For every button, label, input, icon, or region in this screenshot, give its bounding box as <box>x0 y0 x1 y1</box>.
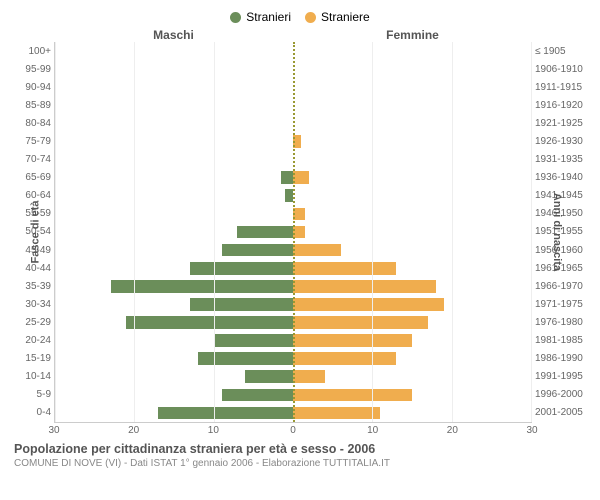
x-tick: 30 <box>526 425 537 436</box>
gridline <box>452 42 453 422</box>
age-label: 30-34 <box>10 295 54 313</box>
birth-label: 1996-2000 <box>532 386 590 404</box>
y-axis-left: Fasce di età 100+95-9990-9485-8980-8475-… <box>10 42 54 422</box>
bar-male <box>198 352 293 365</box>
x-tick: 10 <box>367 425 378 436</box>
bar-female <box>293 280 436 293</box>
x-tick: 30 <box>48 425 59 436</box>
birth-label: 2001-2005 <box>532 404 590 422</box>
birth-label: 1926-1930 <box>532 132 590 150</box>
bar-male <box>281 171 293 184</box>
birth-label: 1906-1910 <box>532 60 590 78</box>
y-axis-left-title: Fasce di età <box>29 201 41 264</box>
age-label: 0-4 <box>10 404 54 422</box>
x-axis: 3020100102030 <box>54 422 532 436</box>
bar-male <box>285 189 293 202</box>
gridline <box>372 42 373 422</box>
x-tick: 20 <box>447 425 458 436</box>
caption-title: Popolazione per cittadinanza straniera p… <box>14 442 590 456</box>
birth-label: 1991-1995 <box>532 368 590 386</box>
legend-label-female: Straniere <box>321 10 370 24</box>
age-label: 10-14 <box>10 368 54 386</box>
caption: Popolazione per cittadinanza straniera p… <box>14 442 590 469</box>
header-female: Femmine <box>293 28 532 42</box>
birth-label: 1936-1940 <box>532 169 590 187</box>
bar-female <box>293 298 444 311</box>
bar-female <box>293 370 325 383</box>
bar-female <box>293 316 428 329</box>
birth-label: 1911-1915 <box>532 78 590 96</box>
y-axis-right: Anni di nascita ≤ 19051906-19101911-1915… <box>532 42 590 422</box>
caption-subtitle: COMUNE DI NOVE (VI) - Dati ISTAT 1° genn… <box>14 458 590 469</box>
age-label: 20-24 <box>10 332 54 350</box>
bar-male <box>158 407 293 420</box>
bar-female <box>293 407 380 420</box>
age-label: 35-39 <box>10 277 54 295</box>
plot-area <box>54 42 532 422</box>
header-male: Maschi <box>54 28 293 42</box>
bar-male <box>111 280 293 293</box>
swatch-female <box>305 12 316 23</box>
age-label: 90-94 <box>10 78 54 96</box>
gridline <box>214 42 215 422</box>
bar-male <box>126 316 293 329</box>
x-tick: 20 <box>128 425 139 436</box>
birth-label: ≤ 1905 <box>532 42 590 60</box>
birth-label: 1976-1980 <box>532 313 590 331</box>
chart: Fasce di età 100+95-9990-9485-8980-8475-… <box>10 42 590 422</box>
legend: Stranieri Straniere <box>10 10 590 24</box>
age-label: 5-9 <box>10 386 54 404</box>
center-line <box>293 42 295 422</box>
legend-item-female: Straniere <box>305 10 370 24</box>
x-tick: 10 <box>208 425 219 436</box>
age-label: 15-19 <box>10 350 54 368</box>
age-label: 75-79 <box>10 132 54 150</box>
bar-female <box>293 352 396 365</box>
birth-label: 1981-1985 <box>532 332 590 350</box>
birth-label: 1986-1990 <box>532 350 590 368</box>
birth-label: 1931-1935 <box>532 151 590 169</box>
y-axis-right-title: Anni di nascita <box>551 193 563 271</box>
age-label: 100+ <box>10 42 54 60</box>
age-label: 85-89 <box>10 96 54 114</box>
bar-female <box>293 262 396 275</box>
birth-label: 1971-1975 <box>532 295 590 313</box>
gridline <box>55 42 56 422</box>
birth-label: 1966-1970 <box>532 277 590 295</box>
bar-female <box>293 244 341 257</box>
gridline <box>134 42 135 422</box>
swatch-male <box>230 12 241 23</box>
birth-label: 1921-1925 <box>532 114 590 132</box>
birth-label: 1916-1920 <box>532 96 590 114</box>
bar-male <box>237 226 293 239</box>
age-label: 80-84 <box>10 114 54 132</box>
column-headers: Maschi Femmine <box>10 28 590 42</box>
age-label: 25-29 <box>10 313 54 331</box>
bar-female <box>293 389 412 402</box>
bar-male <box>245 370 293 383</box>
legend-label-male: Stranieri <box>246 10 291 24</box>
age-label: 95-99 <box>10 60 54 78</box>
bar-male <box>190 262 293 275</box>
bar-male <box>214 334 293 347</box>
bar-male <box>222 244 293 257</box>
age-label: 70-74 <box>10 151 54 169</box>
legend-item-male: Stranieri <box>230 10 291 24</box>
bar-male <box>190 298 293 311</box>
age-label: 65-69 <box>10 169 54 187</box>
bar-female <box>293 334 412 347</box>
bar-male <box>222 389 293 402</box>
x-tick: 0 <box>290 425 296 436</box>
bar-female <box>293 171 309 184</box>
